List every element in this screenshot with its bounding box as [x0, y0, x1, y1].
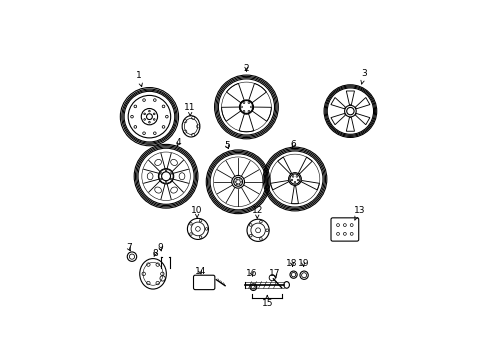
Text: 18: 18 [286, 259, 297, 268]
Text: 5: 5 [224, 141, 229, 150]
Text: 15: 15 [261, 296, 272, 308]
Text: 13: 13 [353, 206, 365, 220]
Circle shape [142, 99, 145, 102]
Text: 1: 1 [135, 71, 142, 87]
Text: 2: 2 [243, 64, 249, 73]
Text: 9: 9 [157, 243, 163, 252]
Circle shape [134, 126, 136, 128]
Text: 4: 4 [175, 139, 181, 148]
Text: 8: 8 [152, 249, 158, 258]
Text: 6: 6 [290, 140, 296, 149]
Text: 7: 7 [125, 243, 131, 252]
Circle shape [162, 126, 164, 128]
Text: 14: 14 [194, 266, 205, 275]
Text: 11: 11 [184, 103, 196, 116]
Circle shape [165, 115, 168, 118]
Text: 17: 17 [269, 269, 280, 278]
Circle shape [130, 115, 133, 118]
Text: 19: 19 [297, 259, 308, 268]
Text: 3: 3 [360, 69, 366, 84]
Text: 10: 10 [191, 206, 203, 218]
Circle shape [162, 105, 164, 108]
Circle shape [142, 132, 145, 135]
Circle shape [153, 99, 156, 102]
Circle shape [153, 132, 156, 135]
Circle shape [134, 105, 136, 108]
Text: 16: 16 [246, 269, 257, 278]
Text: 12: 12 [251, 206, 263, 218]
